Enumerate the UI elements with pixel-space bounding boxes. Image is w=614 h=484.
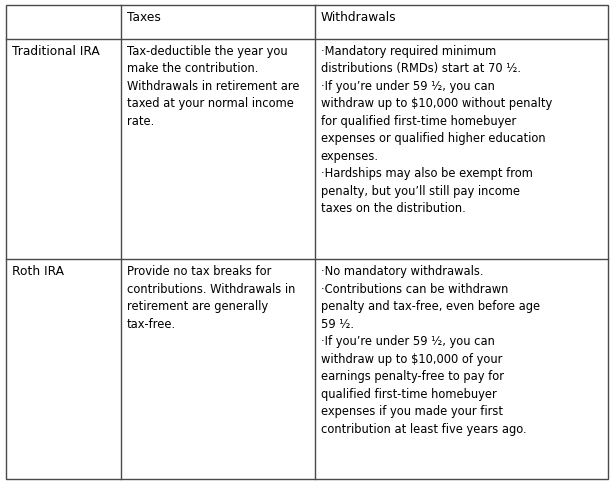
Text: Traditional IRA: Traditional IRA	[12, 45, 100, 58]
Text: Taxes: Taxes	[126, 11, 161, 24]
Text: Provide no tax breaks for
contributions. Withdrawals in
retirement are generally: Provide no tax breaks for contributions.…	[126, 265, 295, 331]
Text: Tax-deductible the year you
make the contribution.
Withdrawals in retirement are: Tax-deductible the year you make the con…	[126, 45, 299, 128]
Text: Withdrawals: Withdrawals	[321, 11, 397, 24]
Text: Roth IRA: Roth IRA	[12, 265, 64, 278]
Text: ·No mandatory withdrawals.
·Contributions can be withdrawn
penalty and tax-free,: ·No mandatory withdrawals. ·Contribution…	[321, 265, 540, 436]
Text: ·Mandatory required minimum
distributions (RMDs) start at 70 ½.
·If you’re under: ·Mandatory required minimum distribution…	[321, 45, 552, 215]
